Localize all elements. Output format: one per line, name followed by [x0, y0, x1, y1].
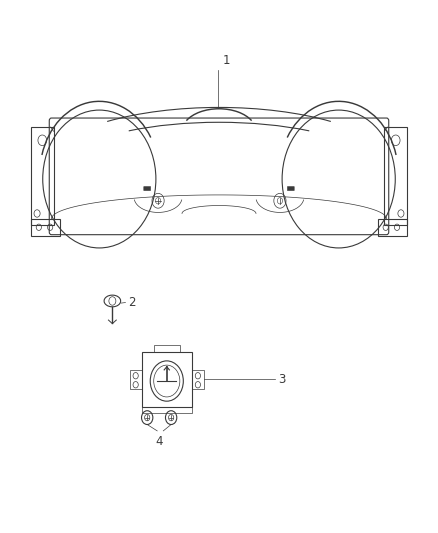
Text: 2: 2: [128, 296, 136, 309]
Text: 4: 4: [155, 434, 163, 448]
FancyBboxPatch shape: [144, 187, 151, 191]
Text: 3: 3: [278, 373, 285, 386]
Text: 1: 1: [223, 54, 230, 67]
FancyBboxPatch shape: [287, 187, 294, 191]
